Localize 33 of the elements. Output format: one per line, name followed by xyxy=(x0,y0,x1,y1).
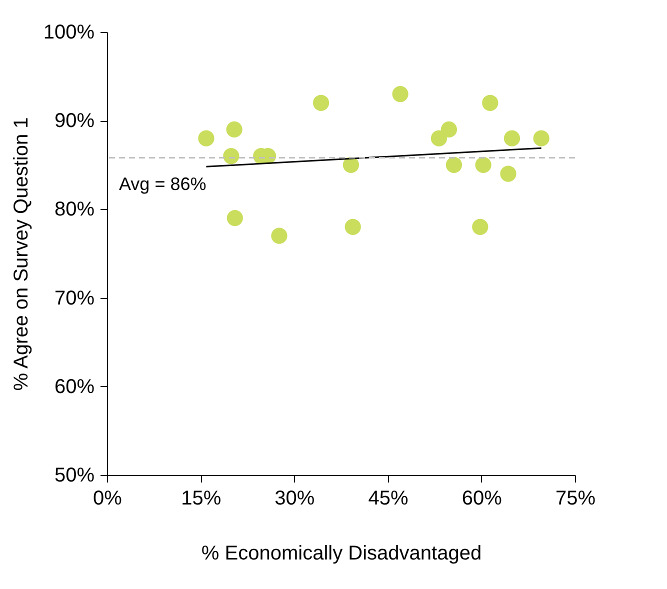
x-tick-label: 60% xyxy=(462,488,502,510)
x-tick-label: 30% xyxy=(274,488,315,510)
point xyxy=(533,130,550,146)
point xyxy=(226,210,243,226)
x-tick-label: 0% xyxy=(93,488,122,510)
point xyxy=(446,156,462,173)
point xyxy=(198,130,214,146)
point xyxy=(475,156,492,173)
point xyxy=(472,218,488,235)
x-tick-label: 45% xyxy=(368,488,409,510)
point xyxy=(392,86,408,102)
point xyxy=(342,156,360,173)
x-axis-title: % Economically Disadvantaged xyxy=(201,542,482,564)
x-tick-label: 75% xyxy=(555,488,596,510)
point xyxy=(440,121,458,138)
point xyxy=(223,148,240,164)
x-tick-label: 15% xyxy=(181,488,222,510)
y-tick-label: 80% xyxy=(54,198,95,221)
y-tick-label: 50% xyxy=(54,464,95,486)
point xyxy=(504,130,520,146)
y-axis-title: % Agree on Survey Question 1 xyxy=(10,117,32,391)
ref-line-label: Avg = 86% xyxy=(119,174,206,194)
point xyxy=(482,94,498,111)
point xyxy=(226,121,242,138)
y-tick-label: 90% xyxy=(54,110,95,132)
y-tick-label: 100% xyxy=(43,22,95,44)
point xyxy=(344,218,361,235)
y-tick-label: 60% xyxy=(54,376,95,398)
point xyxy=(430,130,448,146)
point xyxy=(312,94,330,111)
point xyxy=(500,166,516,182)
y-tick-label: 70% xyxy=(54,287,95,310)
point xyxy=(271,228,288,244)
